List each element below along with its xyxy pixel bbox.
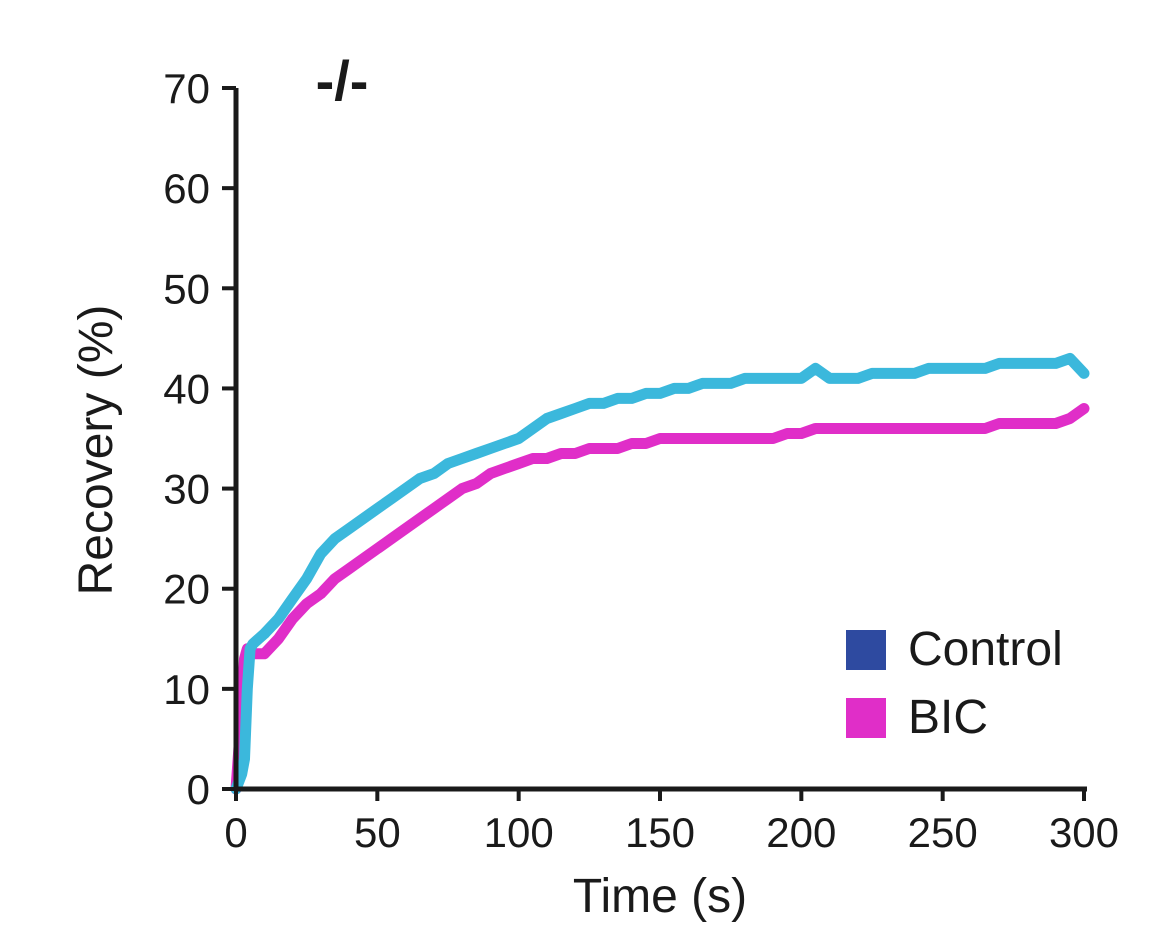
y-tick-label: 0 xyxy=(187,766,210,813)
legend-swatch-bic xyxy=(846,698,886,738)
y-tick-label: 40 xyxy=(163,365,210,412)
panel-label: -/- xyxy=(316,49,369,112)
y-tick-label: 20 xyxy=(163,566,210,613)
y-ticks: 0 10 20 30 40 50 60 70 xyxy=(163,65,236,813)
legend-label-bic: BIC xyxy=(908,691,988,744)
series-line-1 xyxy=(230,352,1090,795)
legend: Control BIC xyxy=(846,623,1063,744)
y-tick-label: 10 xyxy=(163,666,210,713)
y-tick-label: 60 xyxy=(163,165,210,212)
y-axis-title: Recovery (%) xyxy=(70,305,123,596)
legend-swatch-control xyxy=(846,630,886,670)
x-ticks: 0 50 100 150 200 250 300 xyxy=(224,789,1119,856)
y-tick-label: 30 xyxy=(163,466,210,513)
x-tick-label: 50 xyxy=(354,809,401,856)
x-axis-title: Time (s) xyxy=(573,870,747,923)
y-tick-label: 70 xyxy=(163,65,210,112)
series-line-2 xyxy=(230,403,1090,795)
x-tick-label: 200 xyxy=(766,809,836,856)
series-layer xyxy=(230,352,1090,795)
legend-label-control: Control xyxy=(908,623,1063,676)
x-tick-label: 250 xyxy=(908,809,978,856)
x-tick-label: 150 xyxy=(625,809,695,856)
y-tick-label: 50 xyxy=(163,265,210,312)
x-tick-label: 300 xyxy=(1049,809,1119,856)
x-tick-label: 100 xyxy=(484,809,554,856)
x-tick-label: 0 xyxy=(224,809,247,856)
